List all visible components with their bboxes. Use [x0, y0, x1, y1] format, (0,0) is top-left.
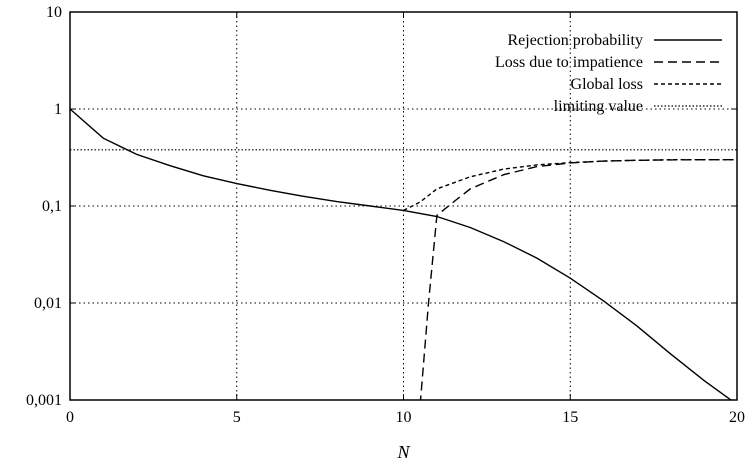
y-tick-label: 0,01: [34, 295, 62, 312]
y-tick-label: 1: [54, 101, 62, 118]
plot-frame: [69, 11, 738, 401]
series-line-rejection-probability: [70, 108, 733, 400]
series-line-loss-due-to-impatience: [419, 158, 737, 400]
legend: Rejection probability Loss due to impatie…: [495, 32, 722, 115]
tick-layer: 0 5 10 15 20 0,001 0,01 0,1 1 10: [26, 4, 745, 426]
legend-label: Global loss: [571, 76, 643, 93]
x-tick-label: 5: [233, 409, 241, 426]
y-tick-label: 0,1: [42, 198, 62, 215]
x-tick-label: 15: [562, 409, 578, 426]
y-tick-label: 0,001: [26, 392, 62, 409]
y-tick-label: 10: [46, 4, 62, 21]
x-tick-label: 20: [729, 409, 745, 426]
x-tick-label: 10: [396, 409, 412, 426]
legend-label: Loss due to impatience: [495, 54, 643, 71]
series-layer: [70, 108, 737, 400]
series-line-global-loss: [403, 158, 737, 212]
x-tick-label: 0: [66, 409, 74, 426]
legend-label: limiting value: [554, 98, 643, 115]
x-axis-label: N: [396, 442, 410, 462]
grid-layer: [70, 12, 737, 400]
legend-label: Rejection probability: [507, 32, 643, 49]
